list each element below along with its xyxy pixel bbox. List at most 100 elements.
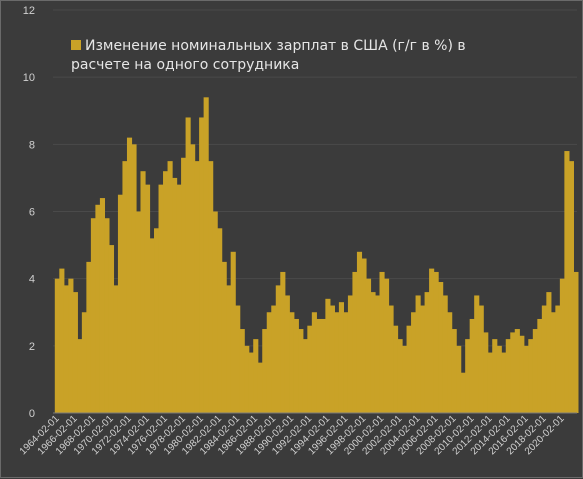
bar [244, 345, 250, 413]
bar [113, 285, 119, 413]
bar [438, 282, 444, 413]
bar [559, 278, 565, 413]
bar [501, 352, 507, 413]
bar [208, 161, 214, 414]
bar [226, 285, 232, 413]
bar [523, 345, 529, 413]
bar [293, 318, 299, 413]
bar [239, 329, 245, 413]
bar [284, 295, 290, 413]
bar [420, 305, 426, 413]
bar [370, 292, 376, 413]
bar [316, 318, 322, 413]
bar [257, 362, 263, 414]
bar [415, 295, 421, 413]
bar [519, 335, 525, 413]
bar [298, 329, 304, 413]
bar [532, 329, 538, 413]
bar [289, 312, 295, 413]
y-tick-label: 0 [29, 408, 35, 420]
bar [221, 261, 227, 414]
bar [302, 339, 308, 413]
bar [429, 268, 435, 413]
bar [374, 295, 381, 413]
bar [514, 329, 520, 413]
bar [212, 211, 218, 413]
bar [95, 204, 101, 413]
bar [176, 184, 182, 413]
bar [230, 251, 236, 413]
bar [460, 372, 466, 413]
bar [433, 271, 439, 413]
legend-label: Изменение номинальных зарплат в США (г/г… [71, 38, 466, 73]
bar [72, 292, 78, 413]
bar [217, 228, 223, 413]
bar [81, 312, 87, 413]
bar [365, 278, 372, 413]
bar [144, 184, 151, 413]
bar [361, 258, 367, 413]
bar [573, 271, 579, 413]
bar [447, 312, 453, 413]
bar [280, 271, 286, 413]
bar [388, 305, 394, 413]
bar [90, 218, 96, 413]
bar [248, 352, 254, 413]
bar [487, 352, 493, 413]
bar [203, 97, 209, 413]
bar [131, 144, 137, 413]
bar [546, 292, 552, 413]
bar [167, 161, 173, 414]
bar [185, 117, 191, 413]
bar [334, 312, 340, 413]
bar [122, 161, 128, 414]
bar [262, 329, 268, 413]
bar [352, 271, 358, 413]
bar [311, 312, 317, 413]
bar [235, 305, 241, 413]
bar [541, 305, 547, 413]
bar [194, 161, 200, 414]
bar [149, 238, 155, 413]
bar [63, 285, 69, 413]
bar [104, 218, 110, 413]
bar [320, 318, 326, 413]
y-tick-label: 2 [29, 341, 35, 353]
bar [465, 339, 471, 413]
bar [108, 245, 115, 413]
bar [172, 177, 178, 413]
bar [451, 329, 457, 413]
bar [402, 345, 408, 413]
y-tick-label: 6 [29, 207, 35, 219]
bar [383, 278, 390, 413]
bar [505, 339, 511, 413]
bar [550, 312, 556, 413]
bar [393, 325, 399, 413]
bar [424, 292, 430, 413]
bar [275, 285, 281, 413]
bar [307, 325, 313, 413]
bar [117, 194, 124, 413]
bar [478, 305, 484, 413]
bar [190, 144, 196, 413]
bar [158, 184, 164, 413]
bar [86, 261, 92, 414]
bar [140, 171, 146, 413]
bar [456, 345, 462, 413]
y-tick-label: 8 [29, 139, 35, 151]
bar [68, 278, 74, 413]
bar [266, 312, 272, 413]
y-tick-label: 4 [29, 274, 35, 286]
bar [325, 298, 331, 413]
y-tick-label: 12 [23, 5, 35, 17]
bar [59, 268, 65, 413]
bar [99, 198, 106, 413]
bar [163, 171, 169, 413]
bar [496, 345, 502, 413]
bar [564, 151, 570, 414]
y-tick-label: 10 [23, 72, 35, 84]
bar [329, 305, 335, 413]
bar [77, 339, 83, 413]
bar [253, 339, 259, 413]
